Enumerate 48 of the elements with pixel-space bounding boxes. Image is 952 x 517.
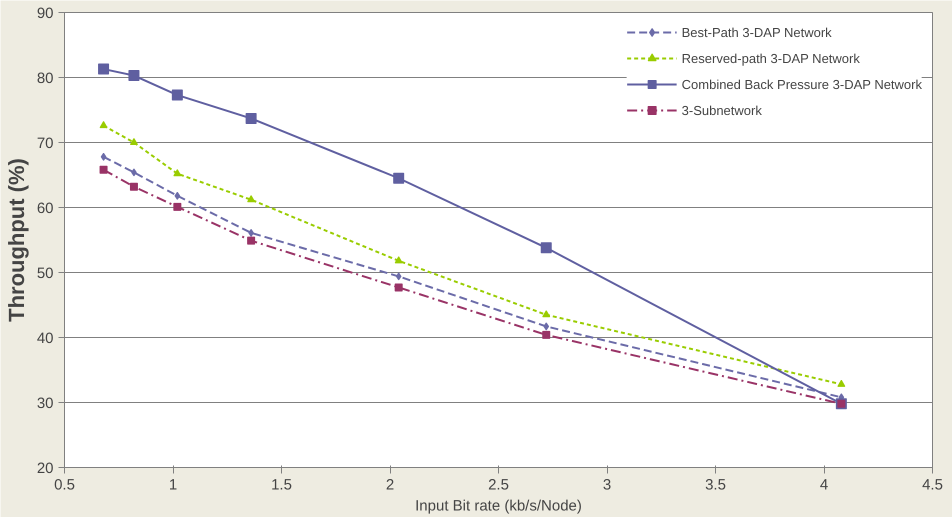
y-tick-label: 90 — [36, 5, 54, 22]
x-tick-label: 4 — [820, 476, 828, 494]
point — [173, 202, 182, 211]
point — [173, 169, 182, 176]
point — [100, 152, 106, 161]
y-tick-label: 20 — [36, 460, 54, 477]
point — [393, 172, 404, 184]
point — [248, 228, 254, 237]
point — [394, 256, 403, 264]
x-tick-label: 4.5 — [922, 476, 943, 494]
point — [130, 182, 138, 191]
y-tick-label: 60 — [36, 200, 54, 217]
x-axis-title: Input Bit rate (kb/s/Node) — [415, 498, 582, 514]
y-tick-label: 40 — [36, 330, 54, 347]
legend-label: Best-Path 3-DAP Network — [682, 24, 832, 40]
point — [130, 138, 138, 146]
point — [131, 168, 137, 176]
y-tick-label: 70 — [36, 135, 54, 152]
point — [100, 121, 108, 128]
point — [100, 166, 108, 174]
x-tick-label: 1.5 — [271, 476, 292, 494]
x-tick-label: 0.5 — [54, 476, 75, 494]
y-tick-label: 30 — [36, 395, 54, 412]
point — [172, 90, 183, 101]
point — [394, 283, 403, 292]
y-axis-title: Throughput (%) — [4, 158, 29, 322]
x-tick-label: 3.5 — [705, 476, 726, 494]
x-tick-label: 3 — [602, 476, 612, 494]
x-tick-label: 2.5 — [488, 476, 509, 494]
y-tick-label: 80 — [36, 70, 54, 87]
point — [396, 272, 402, 280]
point — [540, 242, 552, 254]
point — [247, 236, 256, 245]
legend-label: Reserved-path 3-DAP Network — [682, 50, 860, 66]
point — [98, 64, 110, 75]
point — [128, 70, 140, 82]
legend-label: 3-Subnetwork — [682, 102, 762, 118]
legend-label: Combined Back Pressure 3-DAP Network — [682, 76, 922, 92]
y-tick-label: 50 — [36, 265, 54, 282]
point — [837, 380, 846, 387]
point — [542, 330, 550, 339]
x-tick-label: 2 — [386, 476, 394, 494]
point — [246, 112, 257, 124]
point — [247, 195, 256, 202]
point — [542, 310, 550, 318]
point — [174, 192, 180, 200]
point — [543, 322, 550, 330]
x-tick-label: 1 — [168, 476, 178, 494]
